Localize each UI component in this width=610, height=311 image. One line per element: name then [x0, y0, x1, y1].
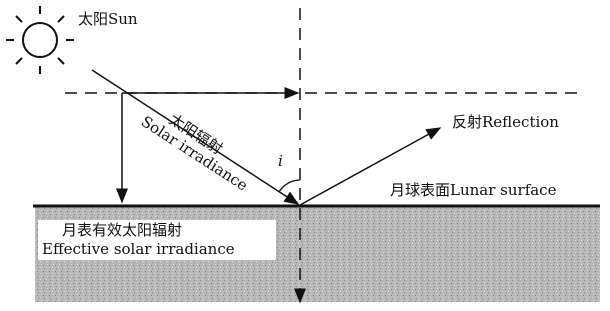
- sun-label: 太阳Sun: [78, 10, 138, 28]
- angle-arc: [279, 180, 300, 192]
- effective-cn-label: 月表有效太阳辐射: [62, 221, 182, 239]
- surface-label: 月球表面Lunar surface: [390, 181, 557, 199]
- angle-label: i: [278, 152, 283, 170]
- sun-icon: [6, 6, 74, 74]
- effective-en-label: Effective solar irradiance: [42, 240, 235, 258]
- diagram: 太阳Sun 太阳辐射 Solar irradiance i 反射Reflecti…: [0, 0, 610, 311]
- reflection-label: 反射Reflection: [452, 113, 559, 131]
